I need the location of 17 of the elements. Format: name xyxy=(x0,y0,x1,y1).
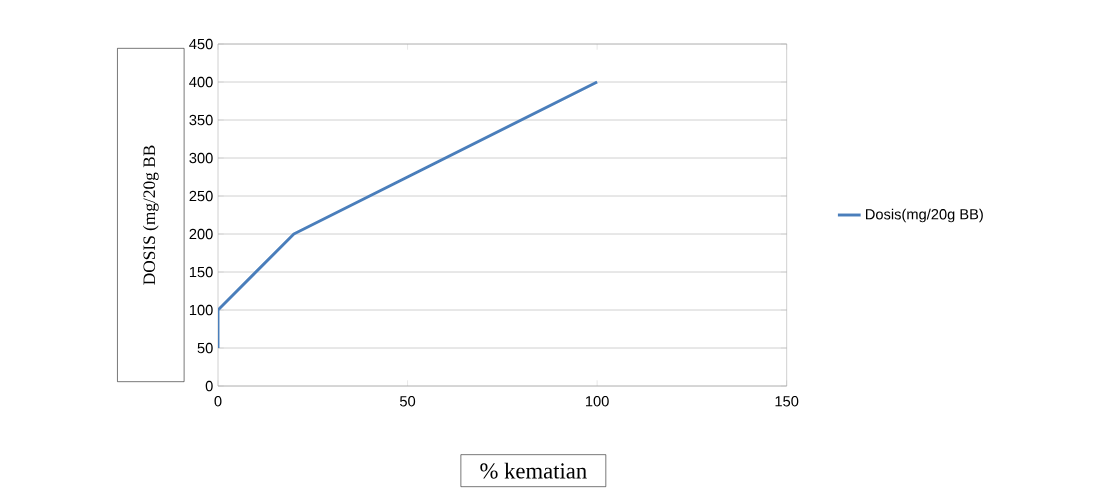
y-tick-label: 300 xyxy=(189,152,213,164)
y-tick-label: 100 xyxy=(189,304,213,316)
y-tick-label: 250 xyxy=(189,190,213,202)
y-tick-label: 450 xyxy=(189,38,213,50)
y-axis-title: DOSIS (mg/20g BB xyxy=(142,145,159,285)
y-tick-label: 200 xyxy=(189,228,213,240)
y-tick-label: 0 xyxy=(205,380,213,392)
y-tick-label: 400 xyxy=(189,76,213,88)
x-tick-label: 0 xyxy=(214,396,222,407)
x-tick-label: 50 xyxy=(399,396,416,407)
x-axis-title: % kematian xyxy=(480,462,587,479)
x-tick-label: 100 xyxy=(585,396,609,407)
y-tick-label: 150 xyxy=(189,266,213,278)
legend-label: Dosis(mg/20g BB) xyxy=(866,208,983,223)
y-tick-label: 50 xyxy=(197,342,213,354)
y-tick-label: 350 xyxy=(189,114,213,126)
x-tick-label: 150 xyxy=(775,396,799,407)
